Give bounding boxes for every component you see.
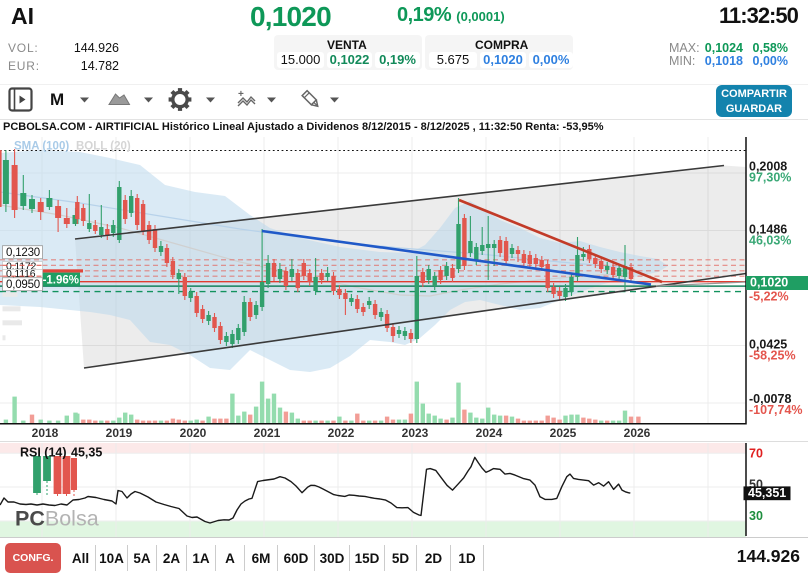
- svg-text:2022: 2022: [328, 426, 355, 440]
- svg-text:2026: 2026: [624, 426, 651, 440]
- svg-text:0,1116: 0,1116: [6, 268, 36, 280]
- svg-text:30: 30: [749, 509, 763, 523]
- svg-text:2024: 2024: [476, 426, 503, 440]
- svg-text:-107,74%: -107,74%: [749, 403, 803, 417]
- svg-text:97,30%: 97,30%: [749, 171, 791, 185]
- svg-text:M: M: [50, 90, 64, 109]
- svg-text:0,0950: 0,0950: [6, 279, 40, 291]
- svg-text:-58,25%: -58,25%: [749, 349, 796, 363]
- svg-text:-1.96%: -1.96%: [43, 274, 79, 286]
- svg-text:0,1230: 0,1230: [6, 247, 40, 259]
- svg-text:0,0425: 0,0425: [749, 338, 787, 352]
- svg-text:2021: 2021: [254, 426, 281, 440]
- svg-text:2019: 2019: [106, 426, 133, 440]
- svg-text:RSI (14): RSI (14): [20, 446, 67, 460]
- svg-text:2025: 2025: [550, 426, 577, 440]
- svg-text:46,03%: 46,03%: [749, 234, 791, 248]
- svg-text:2020: 2020: [180, 426, 207, 440]
- svg-text:BOLL (20): BOLL (20): [76, 141, 131, 153]
- svg-text:0,2008: 0,2008: [749, 160, 787, 174]
- svg-text:0,1486: 0,1486: [749, 223, 787, 237]
- svg-text:PCBolsa: PCBolsa: [15, 507, 99, 531]
- svg-text:2018: 2018: [32, 426, 59, 440]
- svg-text:0,1020: 0,1020: [750, 276, 788, 290]
- svg-text:-5,22%: -5,22%: [749, 290, 789, 304]
- svg-text:+: +: [238, 89, 244, 100]
- svg-text:SMA (100): SMA (100): [14, 141, 69, 153]
- svg-text:2023: 2023: [402, 426, 429, 440]
- svg-text:70: 70: [749, 447, 763, 461]
- svg-text:45,351: 45,351: [748, 486, 786, 500]
- svg-text:45,35: 45,35: [71, 446, 102, 460]
- svg-text:-0,0078: -0,0078: [749, 392, 791, 406]
